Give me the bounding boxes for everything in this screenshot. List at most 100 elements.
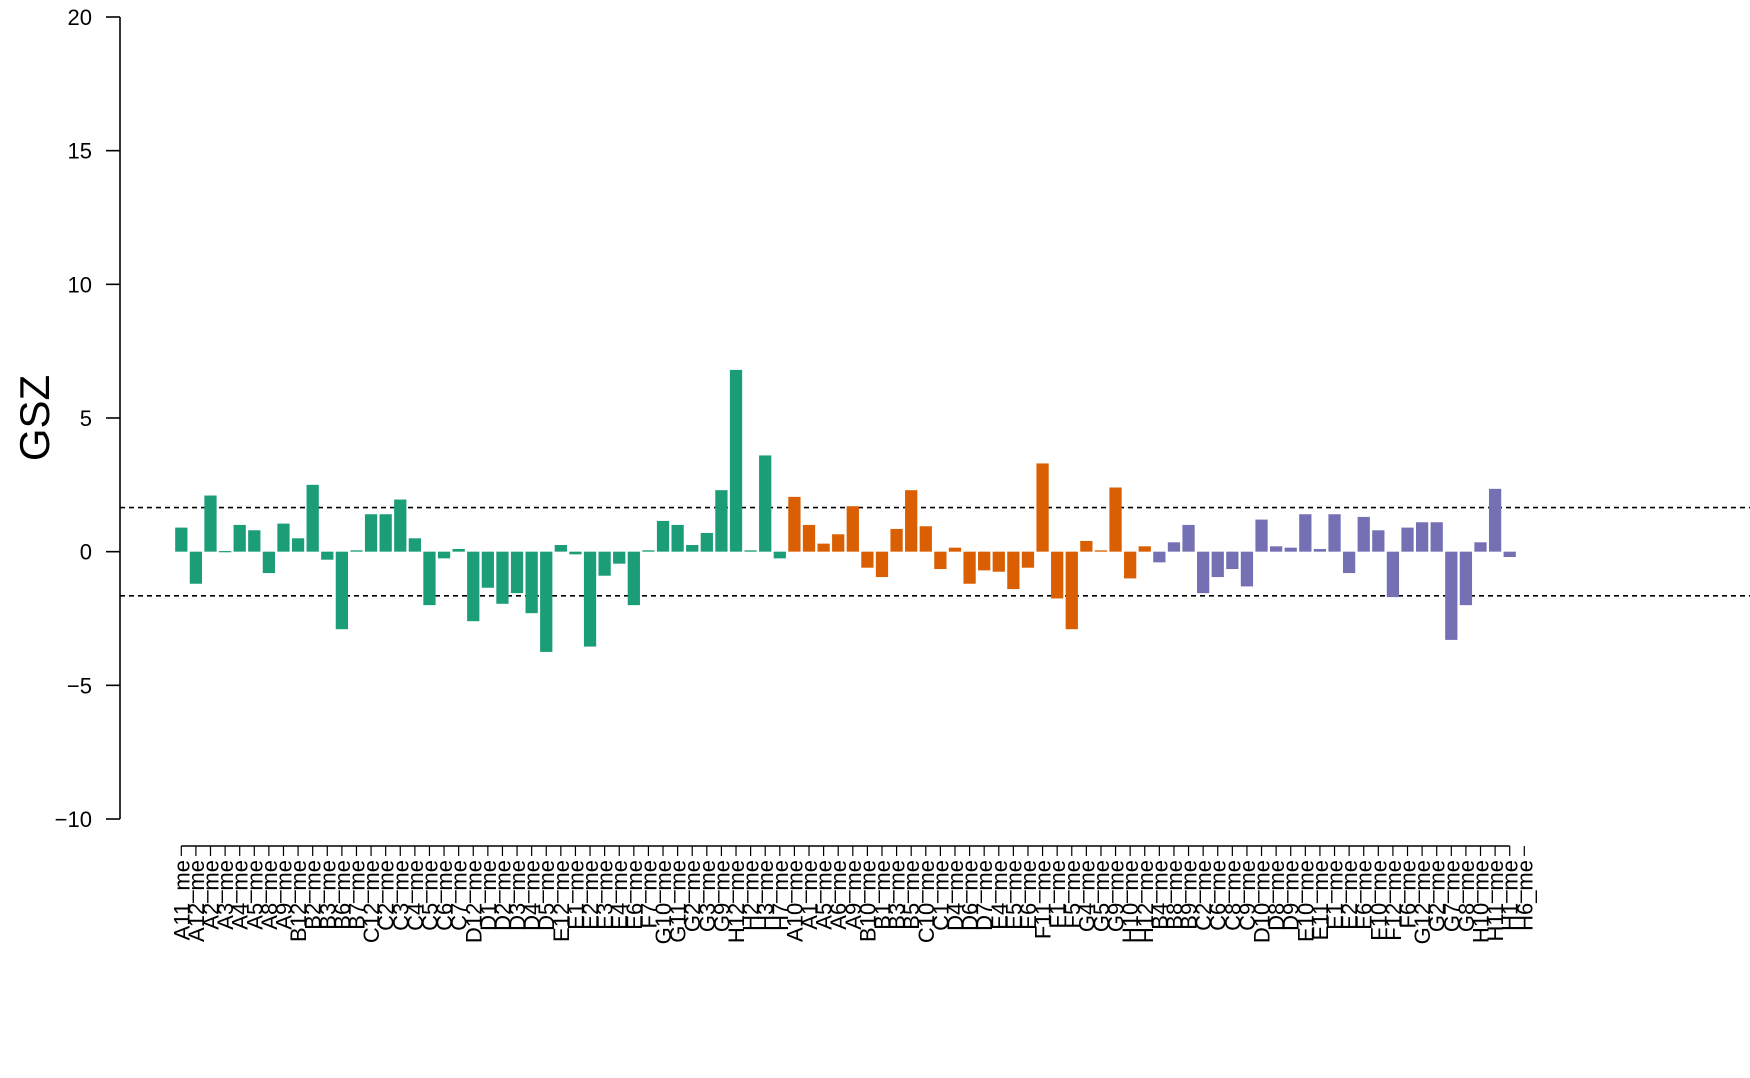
x-tick-label: G2_me (1425, 860, 1450, 932)
x-tick-label: H12_me (1133, 860, 1158, 943)
x-tick-label: C6_me (432, 860, 457, 931)
x-tick-label: G11_me (666, 860, 691, 943)
bar-c6-me (1211, 551, 1224, 578)
bar-h10-me (1124, 551, 1137, 579)
bar-b4-me (1153, 551, 1166, 563)
bar-a9-me (277, 523, 290, 552)
x-tick-label: A3_me (213, 860, 238, 930)
x-tick-label: A11_me (169, 860, 194, 940)
x-tick-label: B10_me (855, 860, 880, 942)
bar-h3-me (759, 455, 772, 552)
x-tick-label: C2_me (1191, 860, 1216, 931)
x-tick-label: C9_me (1235, 860, 1260, 931)
x-tick-label: E1_me (563, 860, 588, 930)
bar-g9-me (1109, 487, 1122, 552)
bar-c2-me (379, 514, 392, 552)
bar-c8-me (1226, 551, 1239, 570)
bar-e4-me (613, 551, 626, 564)
y-tick-label: 20 (68, 5, 92, 30)
x-tick-label: A2_me (198, 860, 223, 930)
bar-d6-me (963, 551, 976, 584)
x-tick-label: A9_me (841, 860, 866, 930)
x-tick-label: C3_me (388, 860, 413, 931)
x-tick-label: E1_me (1323, 860, 1348, 930)
x-tick-label: G8_me (1454, 860, 1479, 932)
bar-b3-me (890, 528, 903, 552)
bar-e10-me (1299, 514, 1312, 552)
x-tick-label: B5_me (899, 860, 924, 930)
bar-e3-me (598, 551, 611, 576)
bar-c12-me (364, 514, 378, 552)
x-tick-label: H10_me (1469, 860, 1494, 943)
x-tick-label: H6_me (1512, 860, 1537, 931)
bar-c6-me (437, 551, 451, 559)
bar-c10-me (919, 526, 932, 552)
x-tick-label: A12_me (184, 860, 209, 942)
x-tick-label: D4_me (943, 860, 968, 931)
x-tick-label: A5_me (812, 860, 837, 930)
x-tick-label: E3_me (593, 860, 618, 930)
bar-h11-me (1488, 488, 1502, 552)
x-tick-label: D9_me (1279, 860, 1304, 931)
x-tick-label: E6_me (622, 860, 647, 930)
bar-d10-me (1255, 519, 1268, 552)
x-tick-label: E10_me (1293, 860, 1318, 942)
x-tick-label: E4_me (987, 860, 1012, 930)
bar-a5-me (817, 543, 830, 552)
x-tick-label: C12_me (359, 860, 384, 943)
x-tick-label: D6_me (958, 860, 983, 931)
bar-d4-me (525, 551, 538, 614)
y-tick-label: 15 (68, 139, 92, 164)
x-tick-label: G2_me (680, 860, 705, 932)
bar-a2-me (204, 495, 217, 552)
x-tick-label: D8_me (1264, 860, 1289, 931)
bar-g2-me (1430, 522, 1443, 552)
x-tick-label: A6_me (826, 860, 851, 930)
bar-g12-me (1415, 522, 1429, 552)
y-tick-label: 5 (80, 406, 92, 431)
bar-d1-me (481, 551, 494, 588)
bar-e1-me (1328, 514, 1341, 552)
x-tick-label: B2_me (301, 860, 326, 930)
bar-b8-me (1167, 542, 1181, 552)
bar-e6-me (627, 551, 640, 606)
bar-c3-me (394, 499, 407, 552)
x-tick-label: B8_me (1162, 860, 1187, 930)
bar-f1-me (1051, 551, 1064, 599)
bar-c4-me (408, 538, 421, 552)
x-axis: A11_meA12_meA2_meA3_meA4_meA5_meA8_meA9_… (169, 845, 1537, 944)
bar-c5-me (423, 551, 436, 606)
bar-b1-me (875, 551, 889, 578)
reference-lines (120, 506, 1750, 597)
x-tick-label: D4_me (520, 860, 545, 931)
bar-b3-me (321, 551, 334, 560)
x-tick-label: B3_me (315, 860, 340, 930)
x-tick-label: B3_me (885, 860, 910, 930)
bar-a3-me (218, 551, 232, 553)
bar-g4-me (1080, 540, 1093, 552)
bar-f7-me (642, 550, 655, 552)
x-tick-label: G9_me (709, 860, 734, 932)
x-tick-label: H10_me (1118, 860, 1143, 943)
x-tick-label: B9_me (1177, 860, 1202, 930)
x-tick-label: G12_me (1410, 860, 1435, 944)
bar-g2-me (686, 544, 699, 552)
bar-b9-me (1182, 524, 1195, 552)
x-tick-label: C7_me (447, 860, 472, 931)
bar-e2-me (1342, 551, 1356, 574)
x-tick-label: H3_me (753, 860, 778, 931)
x-tick-label: D1_me (476, 860, 501, 931)
bar-g11-me (671, 524, 684, 552)
x-tick-label: A1_me (797, 860, 822, 930)
x-tick-label: E4_me (607, 860, 632, 930)
y-tick-label: −5 (67, 673, 92, 698)
bar-a8-me (262, 551, 276, 574)
bar-a11-me (175, 527, 188, 552)
x-tick-label: G10_me (651, 860, 676, 944)
bar-a5-me (248, 530, 261, 552)
x-tick-label: C4_me (403, 860, 428, 931)
bar-b5-me (905, 490, 918, 552)
bar-f5-me (1065, 551, 1078, 630)
bar-g3-me (700, 532, 713, 552)
